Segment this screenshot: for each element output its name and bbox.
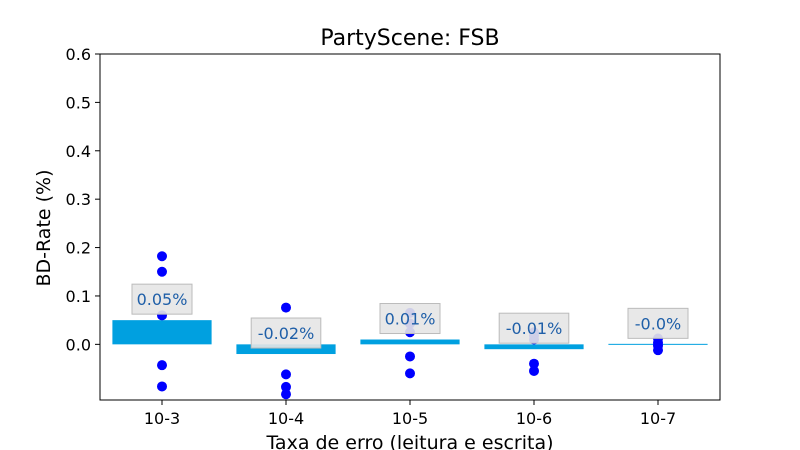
data-label: 0.01% bbox=[385, 310, 436, 329]
data-point bbox=[529, 358, 539, 369]
data-label-box bbox=[498, 312, 570, 344]
data-label: -0.01% bbox=[506, 319, 563, 338]
bar bbox=[112, 320, 212, 345]
y-tick-label: 0.1 bbox=[66, 287, 91, 306]
data-label: -0.02% bbox=[258, 324, 315, 343]
data-point bbox=[157, 360, 167, 371]
x-tick-label: 10-5 bbox=[392, 409, 428, 428]
data-label: -0.0% bbox=[635, 314, 681, 333]
x-axis-label: Taxa de erro (leitura e escrita) bbox=[265, 432, 553, 450]
data-label: 0.05% bbox=[137, 290, 188, 309]
chart-title: PartyScene: FSB bbox=[320, 26, 499, 51]
data-point bbox=[529, 365, 539, 376]
data-point bbox=[281, 381, 291, 392]
y-axis-label: BD-Rate (%) bbox=[33, 169, 55, 286]
y-tick-label: 0.0 bbox=[66, 335, 91, 354]
data-point bbox=[281, 302, 291, 313]
data-point bbox=[405, 351, 415, 362]
data-point bbox=[653, 345, 663, 356]
data-point bbox=[157, 251, 167, 262]
y-tick-label: 0.6 bbox=[66, 45, 91, 64]
plot-area: 0.05% -0.02% 0.01% -0.01% -0.0% 0.0 0.1 0.2 0.3 0… bbox=[66, 45, 721, 428]
data-point bbox=[157, 381, 167, 392]
bar bbox=[360, 339, 460, 345]
x-tick-label: 10-7 bbox=[640, 409, 676, 428]
data-label-box bbox=[250, 317, 322, 349]
data-point bbox=[281, 389, 291, 400]
data-label-box bbox=[379, 303, 441, 335]
data-label-box bbox=[627, 307, 689, 339]
x-tick-label: 10-3 bbox=[144, 409, 180, 428]
data-label-box bbox=[131, 283, 193, 315]
data-point bbox=[157, 266, 167, 277]
data-point bbox=[405, 368, 415, 379]
bar bbox=[484, 344, 584, 350]
y-tick-label: 0.3 bbox=[66, 190, 91, 209]
y-tick-label: 0.2 bbox=[66, 239, 91, 258]
bar bbox=[236, 344, 336, 355]
x-tick-label: 10-6 bbox=[516, 409, 552, 428]
x-tick-label: 10-4 bbox=[268, 409, 304, 428]
data-point bbox=[281, 369, 291, 380]
y-tick-label: 0.5 bbox=[66, 93, 91, 112]
plot-frame bbox=[99, 53, 721, 401]
y-tick-label: 0.4 bbox=[66, 142, 91, 161]
